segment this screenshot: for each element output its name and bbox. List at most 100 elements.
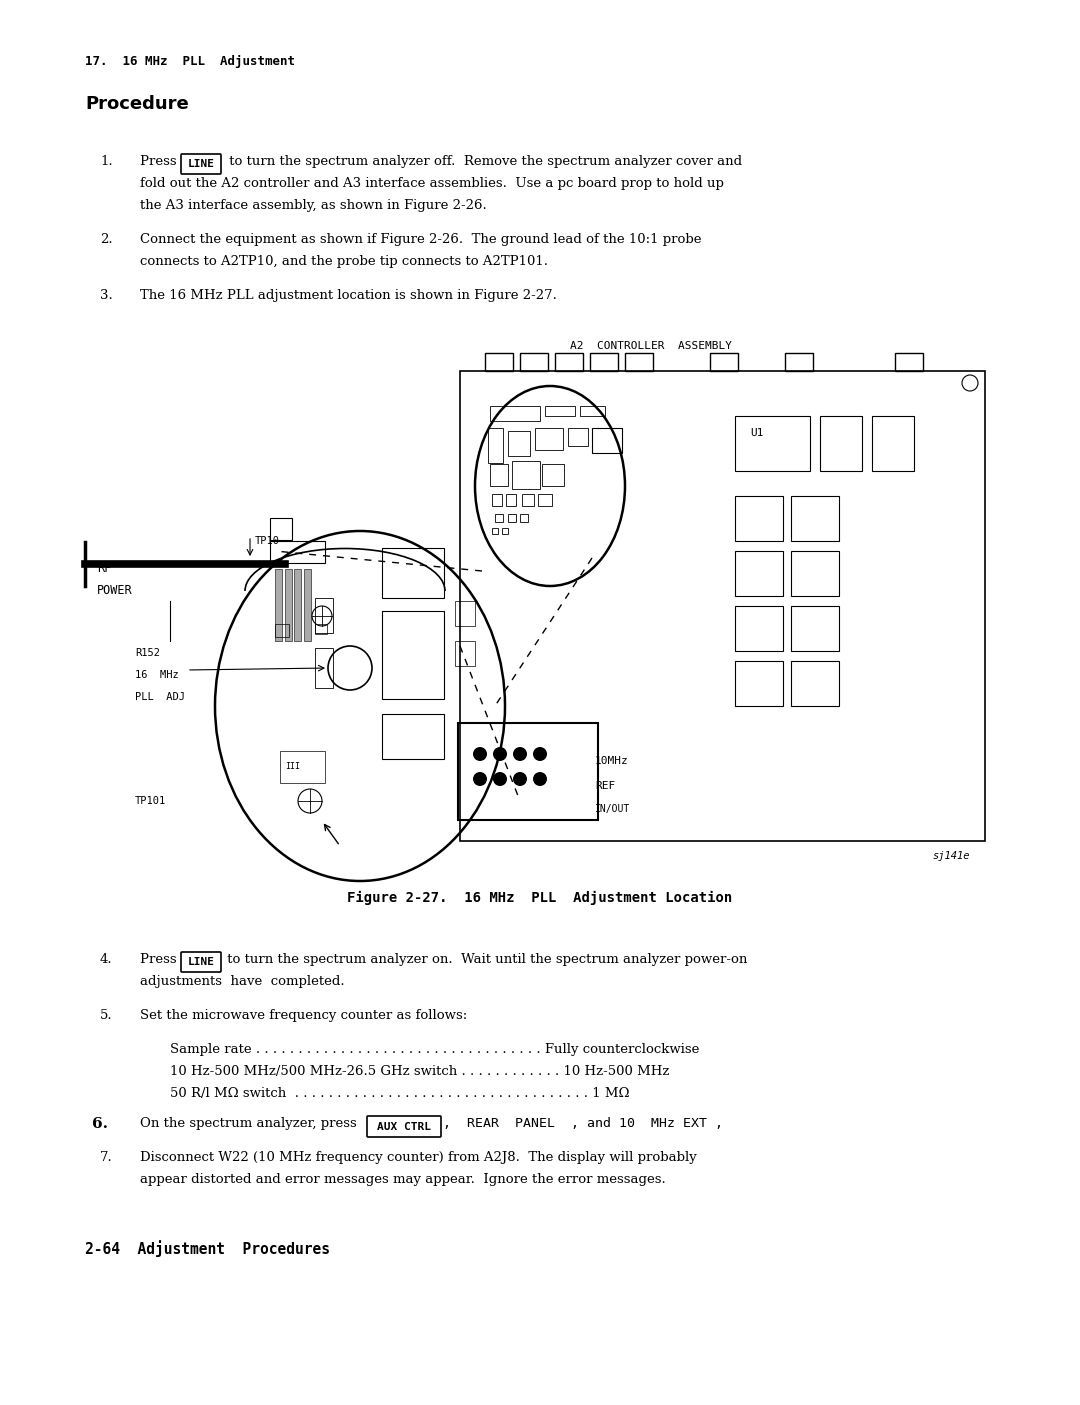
Circle shape	[492, 747, 507, 762]
Text: Press: Press	[140, 155, 180, 169]
Circle shape	[534, 747, 546, 762]
Bar	[455, 641, 475, 666]
Bar	[492, 528, 498, 534]
Bar	[280, 752, 325, 783]
Bar	[519, 353, 548, 371]
Text: 1.: 1.	[100, 155, 112, 169]
Bar	[315, 599, 333, 634]
Text: TP10: TP10	[255, 535, 280, 547]
Bar	[791, 660, 839, 705]
Bar	[735, 416, 810, 471]
Bar	[270, 518, 292, 540]
Bar	[294, 569, 301, 641]
Bar	[895, 353, 923, 371]
Bar	[791, 606, 839, 651]
Bar	[502, 528, 508, 534]
Bar	[270, 541, 325, 563]
Text: R152: R152	[135, 648, 160, 658]
Text: to turn the spectrum analyzer off.  Remove the spectrum analyzer cover and: to turn the spectrum analyzer off. Remov…	[225, 155, 742, 169]
Text: Disconnect W22 (10 MHz frequency counter) from A2J8.  The display will probably: Disconnect W22 (10 MHz frequency counter…	[140, 1151, 697, 1163]
FancyBboxPatch shape	[367, 1116, 441, 1137]
Circle shape	[473, 771, 487, 785]
Bar	[508, 514, 516, 523]
Text: U1: U1	[750, 429, 764, 438]
Bar	[785, 353, 813, 371]
Bar	[490, 406, 540, 422]
Text: to turn the spectrum analyzer on.  Wait until the spectrum analyzer power-on: to turn the spectrum analyzer on. Wait u…	[222, 953, 747, 967]
Text: PLL  ADJ: PLL ADJ	[135, 693, 185, 702]
Text: 2.: 2.	[100, 233, 112, 246]
FancyBboxPatch shape	[181, 155, 221, 174]
Text: 7.: 7.	[100, 1151, 112, 1163]
Text: ,  REAR  PANEL  , and 10  MHz EXT ,: , REAR PANEL , and 10 MHz EXT ,	[443, 1117, 723, 1130]
Bar	[275, 624, 289, 636]
Bar	[545, 406, 575, 416]
Text: POWER: POWER	[97, 584, 133, 597]
Text: appear distorted and error messages may appear.  Ignore the error messages.: appear distorted and error messages may …	[140, 1173, 665, 1186]
Bar	[735, 551, 783, 596]
Bar	[522, 495, 534, 506]
Text: On the spectrum analyzer, press: On the spectrum analyzer, press	[140, 1117, 361, 1130]
Text: TP101: TP101	[135, 797, 166, 806]
Text: adjustments  have  completed.: adjustments have completed.	[140, 975, 345, 988]
Bar	[488, 429, 503, 464]
Bar	[507, 495, 516, 506]
Bar	[542, 464, 564, 486]
Text: IN/OUT: IN/OUT	[595, 804, 631, 813]
Bar	[791, 551, 839, 596]
Circle shape	[513, 771, 527, 785]
Circle shape	[534, 771, 546, 785]
Bar	[519, 514, 528, 523]
Bar	[460, 371, 985, 842]
Text: 4.: 4.	[100, 953, 112, 967]
Text: 10 Hz-500 MHz/500 MHz-26.5 GHz switch . . . . . . . . . . . . 10 Hz-500 MHz: 10 Hz-500 MHz/500 MHz-26.5 GHz switch . …	[170, 1065, 670, 1078]
Text: Sample rate . . . . . . . . . . . . . . . . . . . . . . . . . . . . . . . . . . : Sample rate . . . . . . . . . . . . . . …	[170, 1043, 700, 1057]
Bar	[820, 416, 862, 471]
Text: LINE: LINE	[188, 159, 215, 169]
Text: LINE: LINE	[188, 957, 215, 967]
Text: 17.  16 MHz  PLL  Adjustment: 17. 16 MHz PLL Adjustment	[85, 55, 295, 67]
Text: Press: Press	[140, 953, 180, 967]
Circle shape	[473, 747, 487, 762]
Bar	[382, 714, 444, 759]
Bar	[735, 660, 783, 705]
Text: the A3 interface assembly, as shown in Figure 2-26.: the A3 interface assembly, as shown in F…	[140, 200, 487, 212]
Bar	[492, 495, 502, 506]
Text: connects to A2TP10, and the probe tip connects to A2TP101.: connects to A2TP10, and the probe tip co…	[140, 254, 548, 268]
Bar	[555, 353, 583, 371]
Circle shape	[513, 747, 527, 762]
Bar	[284, 569, 292, 641]
Bar	[275, 569, 282, 641]
Bar	[538, 495, 552, 506]
Bar	[590, 353, 618, 371]
Bar	[710, 353, 738, 371]
Bar	[535, 429, 563, 450]
Bar	[512, 461, 540, 489]
Bar	[315, 648, 333, 688]
Bar	[791, 496, 839, 541]
Bar	[458, 724, 598, 821]
Text: 6.: 6.	[92, 1117, 108, 1131]
Bar	[625, 353, 653, 371]
Text: REF: REF	[595, 781, 616, 791]
Bar	[735, 496, 783, 541]
Bar	[592, 429, 622, 452]
Text: III: III	[285, 762, 300, 770]
Text: 10MHz: 10MHz	[595, 756, 629, 766]
Text: Figure 2-27.  16 MHz  PLL  Adjustment Location: Figure 2-27. 16 MHz PLL Adjustment Locat…	[348, 891, 732, 905]
Text: Set the microwave frequency counter as follows:: Set the microwave frequency counter as f…	[140, 1009, 468, 1021]
Text: A2  CONTROLLER  ASSEMBLY: A2 CONTROLLER ASSEMBLY	[570, 341, 732, 351]
Text: Connect the equipment as shown if Figure 2-26.  The ground lead of the 10:1 prob: Connect the equipment as shown if Figure…	[140, 233, 702, 246]
Text: AUX CTRL: AUX CTRL	[377, 1121, 431, 1131]
Bar	[455, 601, 475, 627]
Text: RF: RF	[97, 562, 111, 575]
Text: 50 R/l MΩ switch  . . . . . . . . . . . . . . . . . . . . . . . . . . . . . . . : 50 R/l MΩ switch . . . . . . . . . . . .…	[170, 1087, 630, 1100]
Bar	[303, 569, 311, 641]
Bar	[485, 353, 513, 371]
Bar	[495, 514, 503, 523]
Bar	[568, 429, 588, 445]
Bar	[580, 406, 605, 416]
Bar	[382, 611, 444, 700]
Bar	[490, 464, 508, 486]
Bar	[872, 416, 914, 471]
